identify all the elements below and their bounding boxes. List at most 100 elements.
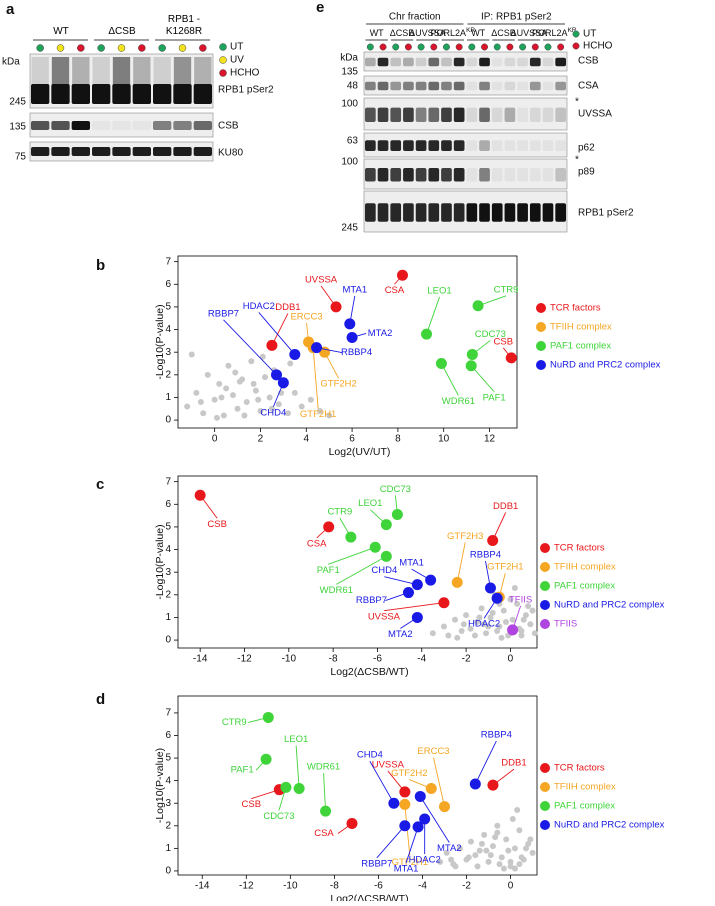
blot-band bbox=[132, 121, 151, 130]
y-tick-label: 6 bbox=[165, 279, 171, 290]
background-point bbox=[243, 398, 250, 405]
background-point bbox=[507, 858, 514, 865]
legend-dot bbox=[540, 581, 550, 591]
blot-band bbox=[428, 168, 440, 182]
blot-band bbox=[504, 81, 516, 91]
blot-band bbox=[517, 57, 528, 67]
blot-band bbox=[415, 168, 427, 182]
background-point bbox=[511, 845, 518, 852]
background-point bbox=[307, 396, 314, 403]
panel-label: b bbox=[96, 257, 105, 274]
leader-line bbox=[433, 757, 445, 807]
background-point bbox=[471, 632, 478, 639]
background-point bbox=[500, 607, 507, 614]
marker-label: 75 bbox=[15, 152, 27, 163]
background-point bbox=[474, 863, 481, 870]
background-point bbox=[443, 849, 450, 856]
blot-band bbox=[441, 81, 452, 91]
background-point bbox=[211, 396, 218, 403]
group-label: ΔCSB bbox=[390, 28, 415, 38]
blot-band bbox=[173, 121, 192, 130]
point-label: LEO1 bbox=[284, 734, 308, 745]
blot-band bbox=[428, 107, 440, 122]
blot-band bbox=[365, 107, 376, 122]
blot-band bbox=[479, 107, 490, 122]
point bbox=[311, 342, 323, 354]
leader-line bbox=[336, 555, 387, 585]
group-text: ΔUVSSA bbox=[511, 28, 548, 38]
treatment-dot bbox=[178, 44, 187, 52]
treatment-dot bbox=[506, 43, 514, 51]
blot-smear bbox=[31, 57, 49, 87]
x-tick-label: 6 bbox=[349, 434, 355, 445]
point bbox=[266, 339, 278, 351]
point-label: MTA2 bbox=[388, 629, 413, 640]
treatment-dot bbox=[404, 43, 412, 51]
blot-band bbox=[453, 168, 465, 182]
legend-label: TCR factors bbox=[554, 543, 605, 554]
panel-label: a bbox=[6, 1, 15, 18]
blot-band bbox=[529, 107, 541, 122]
legend-dot bbox=[219, 43, 227, 51]
row-label: CSB bbox=[578, 56, 599, 67]
legend-label: PAF1 complex bbox=[554, 581, 615, 592]
point-label: CSA bbox=[307, 538, 327, 549]
x-tick-label: -12 bbox=[237, 654, 252, 665]
point bbox=[396, 269, 408, 281]
background-point bbox=[268, 405, 275, 412]
blot-band bbox=[479, 81, 490, 91]
x-tick-label: -6 bbox=[373, 654, 382, 665]
point-label: ERCC3 bbox=[417, 746, 449, 757]
background-point bbox=[522, 612, 529, 619]
blot-band bbox=[403, 168, 414, 182]
point bbox=[280, 781, 292, 793]
blot-band bbox=[555, 203, 566, 222]
blot-band bbox=[466, 140, 478, 151]
point-label: DDB1 bbox=[501, 758, 526, 769]
background-point bbox=[476, 614, 483, 621]
legend-dot bbox=[219, 69, 227, 77]
treatment-dot bbox=[56, 44, 65, 52]
legend-dot bbox=[219, 56, 227, 64]
x-tick-label: 0 bbox=[508, 881, 514, 892]
x-axis-label: Log2(UV/UT) bbox=[329, 446, 391, 458]
point-label: CSB bbox=[207, 519, 227, 530]
point-label: CSB bbox=[494, 336, 514, 347]
legend-label: NuRD and PRC2 complex bbox=[554, 820, 665, 831]
blot-band bbox=[441, 168, 452, 182]
point-label: UVSSA bbox=[305, 274, 338, 285]
background-point bbox=[326, 412, 333, 419]
blot-band bbox=[466, 203, 478, 222]
blot-band bbox=[491, 140, 503, 151]
point bbox=[465, 360, 477, 372]
y-tick-label: 0 bbox=[165, 635, 171, 646]
background-point bbox=[460, 621, 467, 628]
y-tick-label: 3 bbox=[165, 347, 171, 358]
background-point bbox=[465, 854, 472, 861]
point-label: CDC73 bbox=[263, 811, 294, 822]
background-point bbox=[525, 603, 532, 610]
y-tick-label: 0 bbox=[165, 866, 171, 877]
point bbox=[323, 521, 335, 533]
blot-band bbox=[517, 168, 528, 182]
legend-dot bbox=[536, 322, 546, 332]
background-point bbox=[478, 840, 485, 847]
blot-band bbox=[441, 140, 452, 151]
blot-band bbox=[31, 147, 50, 156]
group-label: RPB1 -K1268R bbox=[165, 14, 203, 37]
x-tick-label: -4 bbox=[418, 881, 427, 892]
point bbox=[399, 798, 411, 810]
point bbox=[270, 369, 282, 381]
background-point bbox=[525, 840, 532, 847]
blot-band bbox=[479, 168, 490, 182]
blot-band bbox=[466, 81, 478, 91]
legend-label: PAF1 complex bbox=[550, 341, 611, 352]
point bbox=[435, 358, 447, 369]
x-tick-label: -14 bbox=[193, 654, 208, 665]
blot-smear bbox=[92, 57, 110, 87]
blot-band bbox=[51, 121, 70, 130]
legend-label: UT bbox=[583, 29, 596, 40]
leader-line bbox=[258, 312, 296, 355]
background-point bbox=[496, 861, 503, 868]
point-label: GTF2H1 bbox=[487, 562, 523, 573]
